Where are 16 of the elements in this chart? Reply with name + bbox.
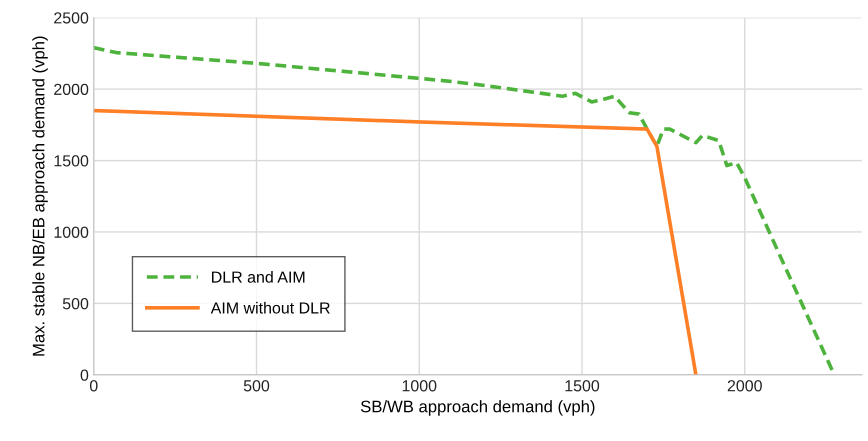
x-tick-label: 1500 xyxy=(565,380,600,392)
y-tick-label: 1500 xyxy=(54,155,88,166)
legend-label: AIM without DLR xyxy=(210,302,330,314)
y-tick-label: 2000 xyxy=(54,84,88,96)
y-tick-label: 500 xyxy=(62,298,88,310)
x-tick-label: 0 xyxy=(90,380,98,392)
x-tick-label: 1000 xyxy=(402,380,436,392)
x-tick-label: 2000 xyxy=(728,380,762,392)
line-series xyxy=(94,108,698,375)
x-tick-label: 500 xyxy=(244,380,270,392)
y-tick-label: 0 xyxy=(80,369,88,381)
legend-label: DLR and AIM xyxy=(212,271,304,283)
y-tick-label: 2500 xyxy=(54,12,88,24)
y-tick-label: 1000 xyxy=(54,226,88,238)
y-axis-title: Max. stable NB/EB approach demand (vph) xyxy=(32,36,48,356)
x-axis-title: SB/WB approach demand (vph) xyxy=(360,400,594,416)
